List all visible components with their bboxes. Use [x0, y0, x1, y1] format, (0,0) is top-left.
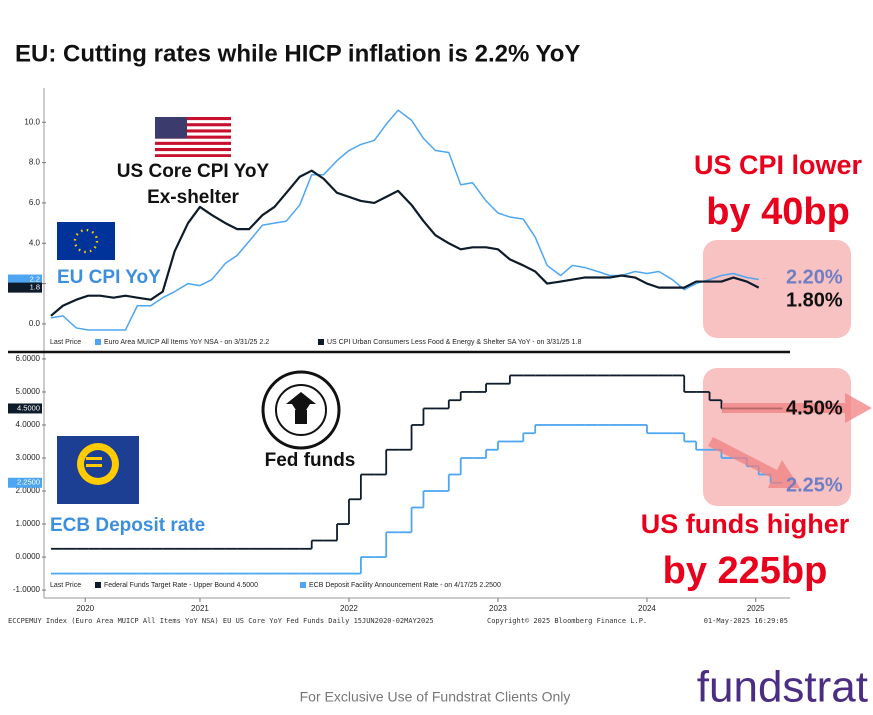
legend-swatch	[95, 339, 101, 345]
highlight-box	[703, 240, 851, 338]
legend-title: Last Price	[50, 582, 81, 589]
y-tick-label: 3.0000	[16, 453, 41, 462]
line	[50, 109, 759, 331]
last-price-tag	[8, 274, 42, 285]
legend-title: Last Price	[50, 339, 81, 346]
x-tick-label: 2022	[340, 604, 358, 613]
arrow	[722, 393, 872, 423]
logo: fundstrat	[697, 663, 868, 712]
last-price-label: 2.2500	[17, 478, 40, 487]
y-tick-label: 4.0	[29, 238, 41, 247]
chart-title: EU: Cutting rates while HICP inflation i…	[15, 40, 580, 67]
legend-label: US CPI Urban Consumers Less Food & Energ…	[327, 339, 581, 346]
last-price-tag	[8, 282, 42, 293]
annotation: 2.20%	[786, 266, 843, 288]
y-tick-label: -1.0000	[13, 585, 41, 594]
highlight-box	[703, 368, 851, 506]
legend-label: ECB Deposit Facility Announcement Rate -…	[309, 582, 501, 589]
timestamp: 01-May-2025 16:29:05	[704, 617, 788, 625]
last-price-tag	[8, 403, 42, 414]
x-tick-label: 2024	[638, 604, 656, 613]
line	[50, 169, 760, 317]
annotation: by 225bp	[663, 550, 828, 592]
annotation: US CPI lower	[694, 150, 863, 180]
us-flag	[155, 117, 231, 157]
y-tick-label: 8.0	[29, 158, 41, 167]
y-tick-label: 4.0000	[16, 420, 41, 429]
annotation: 4.50%	[786, 397, 843, 419]
y-tick-label: 6.0	[29, 198, 41, 207]
disclaimer: For Exclusive Use of Fundstrat Clients O…	[300, 689, 571, 705]
copyright: Copyright© 2025 Bloomberg Finance L.P.	[487, 617, 647, 625]
x-tick-label: 2025	[747, 604, 765, 613]
x-tick-label: 2023	[489, 604, 507, 613]
y-tick-label: 0.0000	[16, 552, 41, 561]
annotation: Fed funds	[265, 450, 356, 471]
last-price-label: 1.8	[30, 283, 40, 292]
legend-swatch	[95, 582, 101, 588]
legend-label: Euro Area MUICP All Items YoY NSA - on 3…	[104, 339, 269, 346]
y-tick-label: 0.0	[29, 319, 41, 328]
source-note: ECCPEMUY Index (Euro Area MUICP All Item…	[8, 617, 434, 625]
y-tick-label: 1.0000	[16, 519, 41, 528]
y-tick-label: 6.0000	[16, 354, 41, 363]
x-tick-label: 2021	[191, 604, 209, 613]
annotation: US funds higher	[641, 509, 850, 539]
fed-seal	[261, 370, 341, 450]
eu-flag	[57, 222, 115, 260]
annotation: by 40bp	[706, 191, 850, 233]
y-tick-label: 10.0	[24, 117, 40, 126]
legend-swatch	[318, 339, 324, 345]
last-price-label: 4.5000	[17, 403, 40, 412]
ecb-logo	[57, 436, 139, 504]
annotation: US Core CPI YoY	[117, 161, 270, 182]
arrow	[708, 437, 800, 488]
legend-label: Federal Funds Target Rate - Upper Bound …	[104, 582, 258, 589]
y-tick-label: 5.0000	[16, 387, 41, 396]
annotation: 1.80%	[786, 289, 843, 311]
annotation: ECB Deposit rate	[50, 515, 205, 536]
y-tick-label: 2.0000	[16, 486, 41, 495]
legend-swatch	[300, 582, 306, 588]
last-price-tag	[8, 477, 42, 488]
last-price-label: 2.2	[30, 275, 40, 284]
annotation: EU CPI YoY	[57, 267, 161, 288]
x-tick-label: 2020	[76, 604, 94, 613]
annotation: Ex-shelter	[147, 187, 239, 208]
annotation: 2.25%	[786, 474, 843, 496]
